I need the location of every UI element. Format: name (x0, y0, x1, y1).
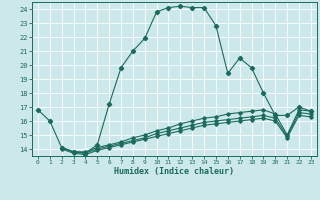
X-axis label: Humidex (Indice chaleur): Humidex (Indice chaleur) (115, 167, 234, 176)
